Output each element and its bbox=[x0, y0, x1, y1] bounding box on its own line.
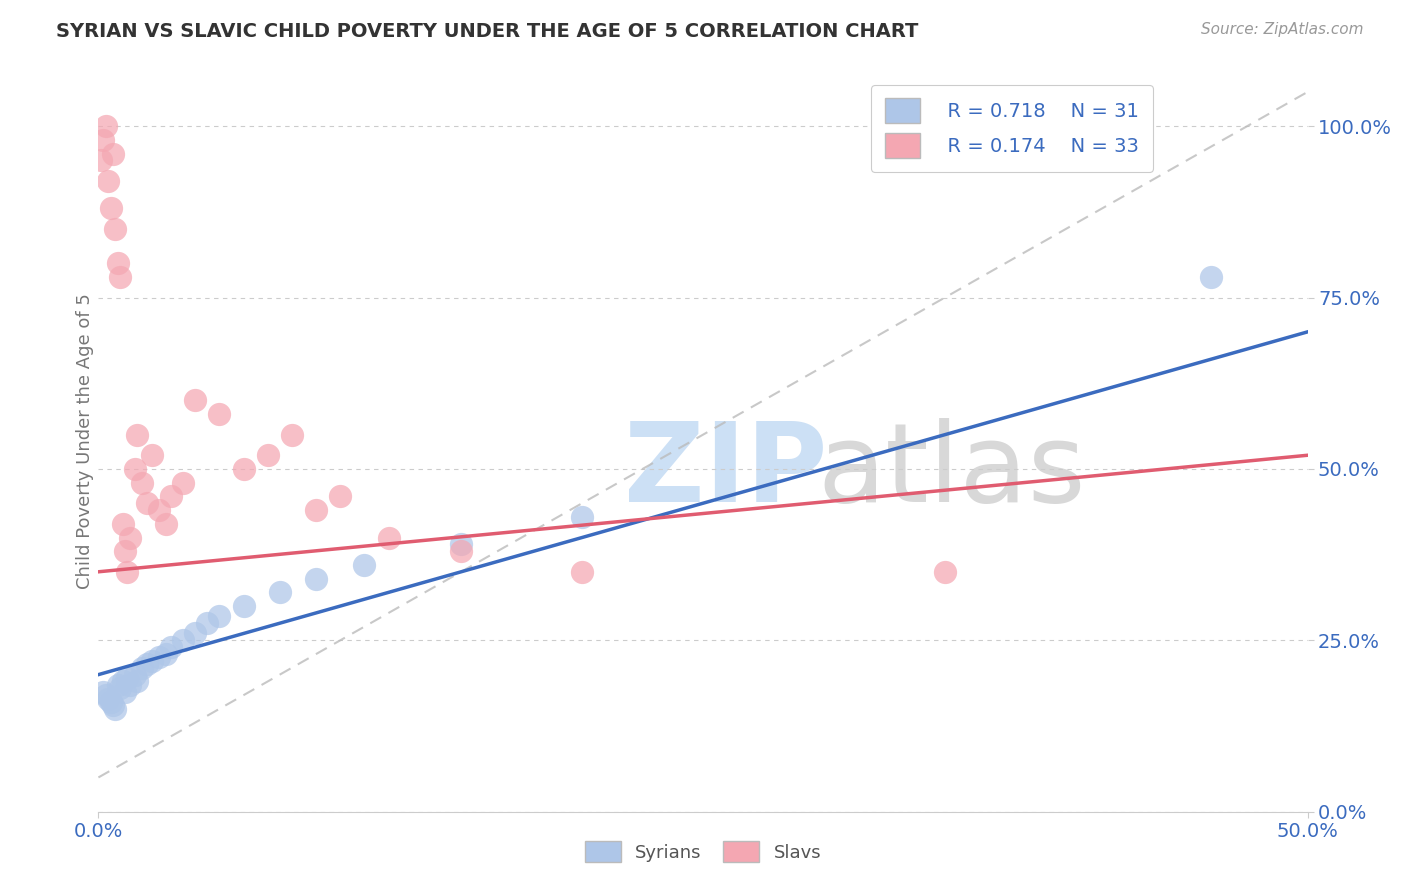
Point bbox=[94, 688, 117, 702]
Point bbox=[184, 626, 207, 640]
Point bbox=[571, 565, 593, 579]
Point bbox=[117, 671, 139, 685]
Y-axis label: Child Poverty Under the Age of 5: Child Poverty Under the Age of 5 bbox=[76, 293, 94, 590]
Point bbox=[184, 393, 207, 408]
Text: ZIP: ZIP bbox=[624, 417, 828, 524]
Point bbox=[353, 558, 375, 572]
Point bbox=[256, 448, 278, 462]
Point bbox=[101, 146, 124, 161]
Point bbox=[118, 678, 141, 692]
Point bbox=[107, 256, 129, 270]
Point bbox=[172, 633, 194, 648]
Point bbox=[107, 678, 129, 692]
Point bbox=[91, 133, 114, 147]
Point bbox=[104, 222, 127, 236]
Point bbox=[118, 531, 141, 545]
Point bbox=[160, 640, 183, 655]
Point bbox=[141, 448, 163, 462]
Point bbox=[172, 475, 194, 490]
Point bbox=[100, 202, 122, 216]
Point bbox=[571, 510, 593, 524]
Point bbox=[934, 565, 956, 579]
Point bbox=[195, 616, 218, 631]
Point bbox=[114, 544, 136, 558]
Point bbox=[141, 654, 163, 668]
Point bbox=[155, 516, 177, 531]
Point bbox=[111, 674, 134, 689]
Point bbox=[1199, 270, 1222, 285]
Point bbox=[305, 503, 328, 517]
Point bbox=[127, 674, 149, 689]
Point bbox=[90, 153, 112, 168]
Point bbox=[108, 270, 131, 285]
Point bbox=[450, 544, 472, 558]
Point bbox=[269, 585, 291, 599]
Point bbox=[94, 119, 117, 133]
Point bbox=[97, 174, 120, 188]
Point bbox=[111, 516, 134, 531]
Point bbox=[208, 407, 231, 421]
Point bbox=[232, 462, 254, 476]
Point bbox=[281, 427, 304, 442]
Point bbox=[329, 489, 352, 503]
Point bbox=[108, 681, 131, 696]
Point bbox=[114, 685, 136, 699]
Point bbox=[450, 537, 472, 551]
Point bbox=[131, 661, 153, 675]
Point bbox=[135, 657, 157, 672]
Point bbox=[91, 685, 114, 699]
Text: atlas: atlas bbox=[818, 417, 1087, 524]
Point bbox=[104, 702, 127, 716]
Point bbox=[160, 489, 183, 503]
Point bbox=[124, 462, 146, 476]
Point bbox=[124, 667, 146, 681]
Point bbox=[148, 503, 170, 517]
Point bbox=[117, 565, 139, 579]
Point bbox=[305, 572, 328, 586]
Point bbox=[155, 647, 177, 661]
Text: Source: ZipAtlas.com: Source: ZipAtlas.com bbox=[1201, 22, 1364, 37]
Point bbox=[101, 698, 124, 713]
Point bbox=[377, 531, 399, 545]
Point bbox=[127, 427, 149, 442]
Point bbox=[148, 650, 170, 665]
Text: SYRIAN VS SLAVIC CHILD POVERTY UNDER THE AGE OF 5 CORRELATION CHART: SYRIAN VS SLAVIC CHILD POVERTY UNDER THE… bbox=[56, 22, 918, 41]
Point bbox=[232, 599, 254, 613]
Point bbox=[100, 695, 122, 709]
Point bbox=[97, 691, 120, 706]
Point bbox=[135, 496, 157, 510]
Legend: Syrians, Slavs: Syrians, Slavs bbox=[578, 834, 828, 870]
Point bbox=[208, 609, 231, 624]
Point bbox=[131, 475, 153, 490]
